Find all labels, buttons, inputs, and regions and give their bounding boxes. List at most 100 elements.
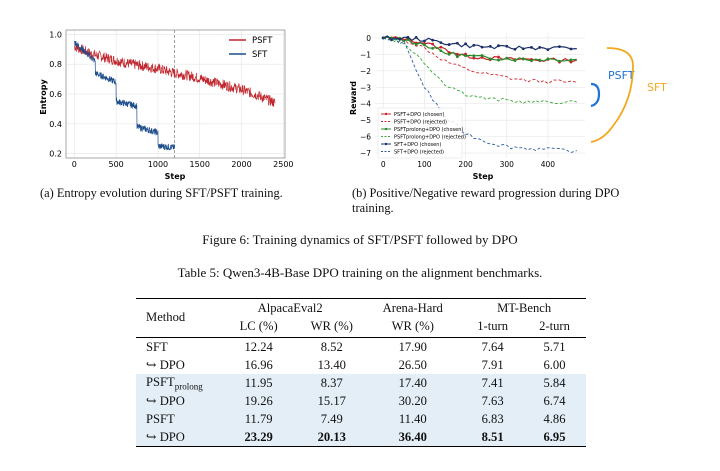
sft-annotation: SFT xyxy=(647,81,667,94)
method-cell: SFT xyxy=(146,339,168,354)
reward-xtick: 300 xyxy=(500,160,515,169)
reward-xtick: 400 xyxy=(541,160,556,169)
reward-ytick: 0 xyxy=(366,34,371,43)
reward-ytick: −3 xyxy=(360,83,371,92)
method-cell: ↪ DPO xyxy=(136,428,217,446)
reward-point xyxy=(569,47,573,51)
psft-brace xyxy=(590,82,601,108)
subheader-lc: LC (%) xyxy=(239,318,278,333)
reward-point xyxy=(569,60,573,64)
group-arena-hard: Arena-Hard xyxy=(382,300,443,315)
table-row: PSFT 11.79 7.49 11.40 6.83 4.86 xyxy=(136,410,586,428)
reward-point xyxy=(513,59,517,62)
method-cell: PSFT xyxy=(136,410,217,428)
value-cell: 7.49 xyxy=(300,410,364,428)
value-cell: 7.63 xyxy=(462,392,523,410)
entropy-ytick: 0.2 xyxy=(49,150,62,159)
figure-caption: Figure 6: Training dynamics of SFT/PSFT … xyxy=(202,232,518,247)
reward-legend-label: PSFT+DPO (chosen) xyxy=(394,112,444,118)
entropy-xtick: 1000 xyxy=(148,160,168,169)
value-cell: 17.90 xyxy=(398,339,427,354)
entropy-chart-ylabel: Entropy xyxy=(39,79,48,115)
entropy-xtick: 0 xyxy=(72,160,77,169)
reward-point xyxy=(505,44,509,48)
value-cell: 8.37 xyxy=(300,374,364,392)
reward-point xyxy=(488,45,492,48)
reward-legend-label: PSFTprolong+DPO (chosen) xyxy=(394,127,463,133)
entropy-legend-label: PSFT xyxy=(252,36,273,46)
table-row: SFT 12.24 8.52 17.90 7.64 5.71 xyxy=(136,338,586,357)
reward-legend-label: SFT+DPO (rejected) xyxy=(394,150,444,156)
reward-point xyxy=(414,42,418,46)
entropy-series-psft xyxy=(74,43,276,108)
value-cell: 11.40 xyxy=(363,410,463,428)
reward-point xyxy=(439,49,443,53)
value-cell: 12.24 xyxy=(244,339,273,354)
reward-ytick: −5 xyxy=(360,116,371,125)
reward-point xyxy=(538,46,542,49)
value-cell: 19.26 xyxy=(217,392,301,410)
entropy-xtick: 2500 xyxy=(273,160,293,169)
reward-legend-label: PSFT+DPO (rejected) xyxy=(394,120,447,126)
method-cell: PSFTprolong xyxy=(136,374,217,392)
reward-point xyxy=(414,36,418,39)
entropy-series-sft xyxy=(74,40,176,151)
reward-legend-label: SFT+DPO (chosen) xyxy=(394,142,441,148)
reward-point xyxy=(398,37,402,41)
table-row: ↪ DPO 19.26 15.17 30.20 7.63 6.74 xyxy=(136,392,586,410)
table-group-header: Method AlpacaEval2 Arena-Hard MT-Bench xyxy=(136,299,586,324)
table-row: ↪ DPO 23.29 20.13 36.40 8.51 6.95 xyxy=(136,428,586,446)
value-cell: 15.17 xyxy=(300,392,364,410)
method-cell: ↪ DPO xyxy=(136,392,217,410)
reward-xtick: 100 xyxy=(417,160,432,169)
reward-point xyxy=(406,35,410,39)
reward-point xyxy=(447,52,451,56)
reward-point xyxy=(472,56,476,60)
entropy-xtick: 2000 xyxy=(231,160,251,169)
reward-legend xyxy=(377,107,463,159)
value-cell: 6.83 xyxy=(462,410,523,428)
reward-point xyxy=(464,54,467,58)
subheader-2-turn: 2-turn xyxy=(539,318,570,333)
reward-legend-label: PSFTprolong+DPO (rejected) xyxy=(394,135,466,141)
reward-point xyxy=(569,58,573,62)
method-header: Method xyxy=(146,309,186,324)
reward-point xyxy=(406,38,410,41)
reward-point xyxy=(431,38,435,42)
results-table: Method AlpacaEval2 Arena-Hard MT-Bench L… xyxy=(136,298,586,447)
reward-point xyxy=(439,41,443,45)
reward-point xyxy=(530,45,533,49)
reward-point xyxy=(521,57,525,61)
reward-ytick: −7 xyxy=(360,149,371,158)
value-cell: 6.00 xyxy=(543,357,566,372)
entropy-ytick: 0.4 xyxy=(49,120,62,129)
reward-series-2 xyxy=(383,36,577,62)
entropy-ytick: 0.6 xyxy=(49,90,62,99)
subheader-arena-wr: WR (%) xyxy=(391,318,434,333)
reward-point xyxy=(480,45,484,49)
sft-brace xyxy=(590,47,634,143)
entropy-chart-xlabel: Step xyxy=(165,172,186,181)
reward-xtick: 200 xyxy=(458,160,473,169)
value-cell: 16.96 xyxy=(244,357,273,372)
reward-point xyxy=(480,54,484,57)
reward-point xyxy=(455,55,459,59)
reward-series-3 xyxy=(383,37,577,105)
reward-ytick: −2 xyxy=(360,67,371,76)
value-cell: 11.79 xyxy=(217,410,301,428)
table-row: ↪ DPO 16.96 13.40 26.50 7.91 6.00 xyxy=(136,356,586,374)
reward-xtick: 0 xyxy=(381,160,386,169)
value-cell: 8.51 xyxy=(462,428,523,446)
reward-series-5 xyxy=(382,37,577,153)
reward-point xyxy=(423,43,426,47)
group-mt-bench: MT-Bench xyxy=(497,300,552,315)
reward-point xyxy=(488,57,492,61)
reward-point xyxy=(497,58,500,62)
value-cell: 5.84 xyxy=(523,374,586,392)
subheader-wr: WR (%) xyxy=(310,318,353,333)
reward-point xyxy=(530,59,533,63)
reward-chart-caption: (b) Positive/Negative reward progression… xyxy=(352,186,620,215)
reward-point xyxy=(480,55,484,59)
reward-point xyxy=(521,47,525,51)
reward-point xyxy=(431,42,435,46)
